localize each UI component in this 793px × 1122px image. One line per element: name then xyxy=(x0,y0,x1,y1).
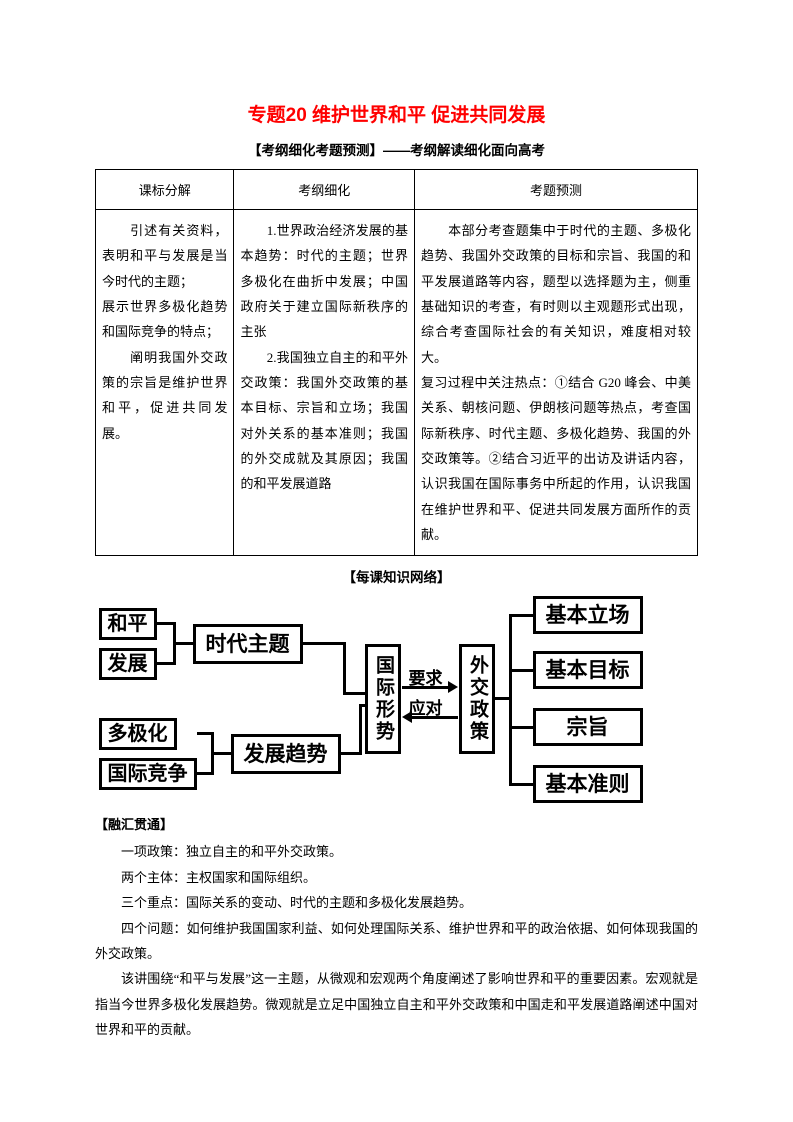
node-develop: 发展 xyxy=(99,648,157,680)
table-header-row: 课标分解 考纲细化 考题预测 xyxy=(96,170,698,210)
th-2: 考纲细化 xyxy=(234,170,415,210)
section-integration-label: 【融汇贯通】 xyxy=(95,814,698,833)
body-p1: 一项政策：独立自主的和平外交政策。 xyxy=(95,839,698,864)
cell-2: 本部分考查题集中于时代的主题、多极化趋势、我国外交政策的目标和宗旨、我国的和平发… xyxy=(415,210,698,556)
node-foreign-policy: 外交政策 xyxy=(459,644,495,754)
body-p5: 该讲围绕“和平与发展”这一主题，从微观和宏观两个角度阐述了影响世界和平的重要因素… xyxy=(95,966,698,1042)
body-p3: 三个重点：国际关系的变动、时代的主题和多极化发展趋势。 xyxy=(95,890,698,915)
page-title: 专题20 维护世界和平 促进共同发展 xyxy=(95,100,698,127)
page: 专题20 维护世界和平 促进共同发展 【考纲细化考题预测】——考纲解读细化面向高… xyxy=(0,0,793,1102)
body-text: 一项政策：独立自主的和平外交政策。 两个主体：主权国家和国际组织。 三个重点：国… xyxy=(95,839,698,1042)
node-principle: 基本准则 xyxy=(533,765,643,803)
node-intl-situation: 国际形势 xyxy=(365,644,401,754)
body-p2: 两个主体：主权国家和国际组织。 xyxy=(95,865,698,890)
cell-1: 1.世界政治经济发展的基本趋势：时代的主题；世界多极化在曲折中发展；中国政府关于… xyxy=(234,210,415,556)
node-stance: 基本立场 xyxy=(533,596,643,634)
node-multipolar: 多极化 xyxy=(99,718,177,750)
node-purpose: 宗旨 xyxy=(533,708,643,746)
node-peace: 和平 xyxy=(99,608,157,640)
table-row: 引述有关资料，表明和平与发展是当今时代的主题； 展示世界多极化趋势和国际竞争的特… xyxy=(96,210,698,556)
node-theme: 时代主题 xyxy=(193,624,303,664)
main-table: 课标分解 考纲细化 考题预测 引述有关资料，表明和平与发展是当今时代的主题； 展… xyxy=(95,169,698,556)
node-goal: 基本目标 xyxy=(533,651,643,689)
cell-0: 引述有关资料，表明和平与发展是当今时代的主题； 展示世界多极化趋势和国际竞争的特… xyxy=(96,210,234,556)
node-trend: 发展趋势 xyxy=(231,734,341,774)
body-p4: 四个问题：如何维护我国国家利益、如何处理国际关系、维护世界和平的政治依据、如何体… xyxy=(95,916,698,967)
th-3: 考题预测 xyxy=(415,170,698,210)
node-competition: 国际竞争 xyxy=(99,758,197,790)
knowledge-diagram: 和平 发展 时代主题 多极化 国际竞争 发展趋势 国际形势 要求 应对 外 xyxy=(97,594,697,804)
th-1: 课标分解 xyxy=(96,170,234,210)
section-network-label: 【每课知识网络】 xyxy=(95,566,698,586)
subtitle: 【考纲细化考题预测】——考纲解读细化面向高考 xyxy=(95,139,698,159)
